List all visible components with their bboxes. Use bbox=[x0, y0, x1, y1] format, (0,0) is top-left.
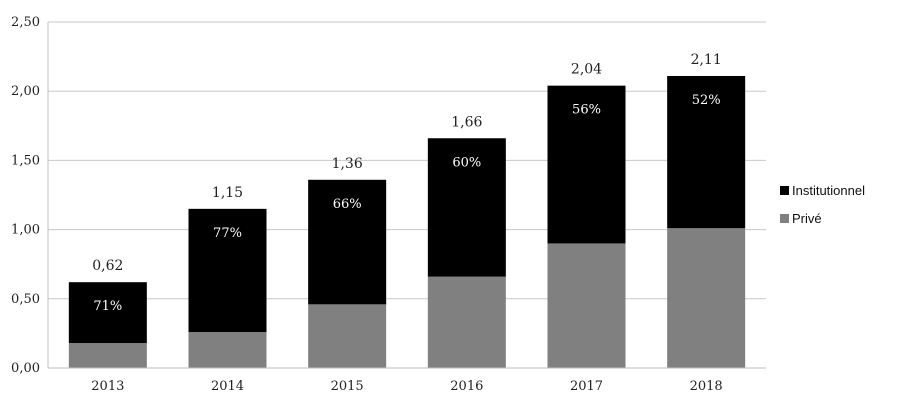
x-tick-label: 2013 bbox=[91, 379, 124, 394]
bar-prive bbox=[547, 243, 626, 368]
bar-institutionnel bbox=[427, 138, 506, 277]
total-label: 2,11 bbox=[691, 52, 722, 68]
bar-prive bbox=[667, 228, 746, 368]
x-axis: 2013 2014 2015 2016 2017 2018 bbox=[48, 367, 766, 394]
bar-institutionnel bbox=[547, 85, 626, 244]
y-axis: 0,00 0,50 1,00 1,50 2,00 2,50 bbox=[11, 15, 49, 376]
y-tick-label: 1,50 bbox=[11, 153, 40, 168]
x-tick-label: 2018 bbox=[690, 379, 723, 394]
x-tick-label: 2017 bbox=[570, 379, 603, 394]
y-tick-label: 2,50 bbox=[11, 15, 40, 30]
y-tick-label: 0,50 bbox=[11, 292, 40, 307]
total-label: 1,36 bbox=[332, 156, 363, 172]
y-tick-label: 2,00 bbox=[11, 84, 40, 99]
bars: 0,62 71% 1,15 77% 1,36 66% 1,66 60% 2,04 56% 2,11 5… bbox=[68, 52, 746, 368]
institutional-share-label: 52% bbox=[692, 93, 721, 108]
legend-swatch-institutionnel bbox=[780, 186, 789, 195]
total-label: 1,15 bbox=[212, 185, 243, 201]
bar-prive bbox=[68, 343, 147, 368]
bar-prive bbox=[427, 276, 506, 368]
bar-prive bbox=[308, 304, 387, 368]
legend-swatch-prive bbox=[780, 214, 789, 223]
legend: Institutionnel Privé bbox=[780, 183, 865, 226]
bar-institutionnel bbox=[667, 75, 746, 229]
legend-label-prive: Privé bbox=[792, 211, 822, 226]
bar-institutionnel bbox=[308, 179, 387, 305]
x-tick-label: 2014 bbox=[211, 379, 244, 394]
institutional-share-label: 66% bbox=[333, 197, 362, 212]
institutional-share-label: 77% bbox=[213, 226, 242, 241]
institutional-share-label: 56% bbox=[572, 103, 601, 118]
bar-prive bbox=[188, 332, 267, 368]
institutional-share-label: 60% bbox=[452, 155, 481, 170]
y-tick-label: 0,00 bbox=[11, 361, 40, 376]
y-tick-label: 1,00 bbox=[11, 223, 40, 238]
total-label: 2,04 bbox=[571, 62, 602, 78]
legend-label-institutionnel: Institutionnel bbox=[792, 183, 865, 198]
institutional-share-label: 71% bbox=[93, 299, 122, 314]
total-label: 0,62 bbox=[92, 258, 123, 274]
bar-institutionnel bbox=[188, 208, 267, 333]
bar-institutionnel bbox=[68, 282, 147, 344]
gridlines bbox=[48, 21, 766, 369]
x-tick-label: 2016 bbox=[450, 379, 483, 394]
x-tick-label: 2015 bbox=[331, 379, 364, 394]
total-label: 1,66 bbox=[451, 114, 482, 130]
